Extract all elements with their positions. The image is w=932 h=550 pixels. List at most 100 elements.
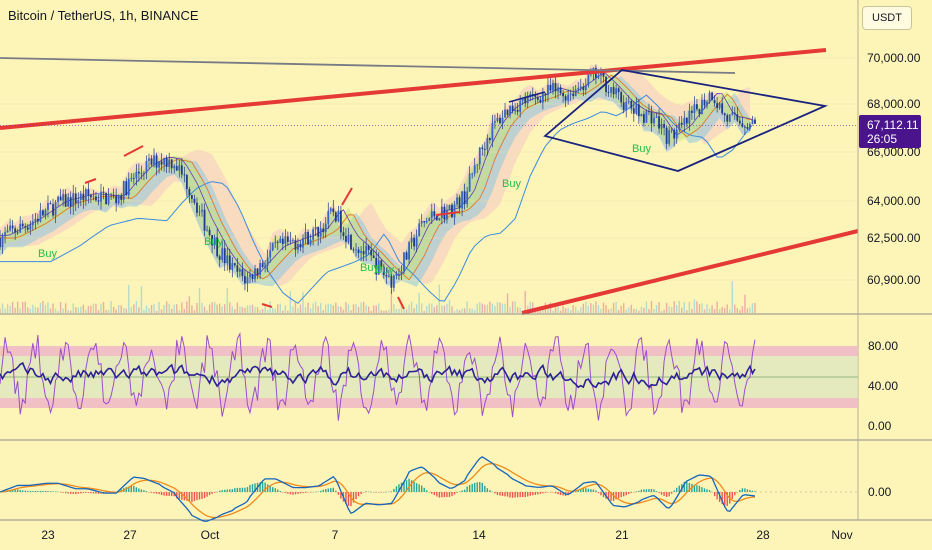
candle-body — [577, 87, 580, 90]
price-axis[interactable]: 70,000.00 68,000.00 66,000.00 64,000.00 62,5… — [867, 51, 921, 287]
macd-hist-bar — [299, 492, 302, 494]
volume-bar — [226, 288, 228, 313]
macd-hist-bar — [325, 489, 327, 492]
volume-bar — [504, 303, 506, 313]
macd-hist-bar — [580, 488, 582, 492]
macd-hist-bar — [251, 484, 254, 492]
macd-hist-bar — [678, 485, 680, 492]
volume-bar — [52, 303, 54, 313]
macd-hist-bar — [423, 487, 425, 492]
candle-body — [67, 197, 70, 207]
price-tick-label: 60,900.00 — [867, 273, 921, 287]
candle-body — [721, 103, 724, 114]
macd-hist-bar — [658, 492, 660, 494]
candle-body — [140, 173, 143, 175]
macd-hist-bar — [266, 484, 269, 492]
macd-hist-bar — [433, 492, 436, 495]
trendlines[interactable] — [0, 48, 859, 315]
candle-body — [501, 117, 504, 124]
macd-pane[interactable] — [0, 456, 858, 522]
candle-body — [660, 124, 663, 129]
candle-body — [64, 194, 67, 207]
macd-hist-bar — [413, 481, 415, 492]
currency-button[interactable]: USDT — [862, 6, 912, 30]
volume-bar — [438, 284, 441, 313]
candle-body — [602, 72, 605, 77]
volume-bar — [365, 305, 367, 313]
macd-hist-bar — [650, 488, 653, 492]
volume-bar — [201, 302, 203, 313]
volume-bar — [552, 310, 554, 313]
volume-bar — [130, 306, 133, 313]
macd-hist-bar — [90, 492, 92, 494]
volume-bar — [633, 308, 635, 313]
macd-hist-bar — [741, 488, 744, 492]
volume-bar — [645, 301, 648, 313]
macd-hist-bar — [39, 490, 42, 492]
macd-hist-bar — [150, 492, 153, 493]
macd-hist-bar — [668, 492, 670, 497]
volume-bar — [153, 304, 155, 313]
volume-bar — [499, 302, 501, 313]
candle-body — [34, 218, 37, 222]
volume-bar — [191, 305, 193, 313]
time-axis[interactable]: 23 27 Oct 7 14 21 28 Nov — [41, 528, 852, 542]
volume-bar — [658, 302, 660, 313]
volume-bar — [390, 289, 393, 313]
macd-hist-bar — [703, 488, 706, 492]
macd-hist-bar — [158, 492, 160, 495]
candle-body — [143, 173, 145, 174]
volume-bar — [90, 305, 92, 313]
volume-bar — [605, 305, 607, 313]
volume-bar — [443, 305, 446, 313]
buy-label: Buy — [38, 248, 57, 260]
candle-body — [74, 193, 77, 204]
candle-body — [355, 249, 357, 251]
candle-body — [236, 265, 239, 272]
volume-bar — [213, 301, 216, 313]
candle-body — [59, 196, 62, 201]
volume-bar — [11, 301, 14, 313]
macd-hist-bar — [612, 492, 615, 501]
candle-body — [423, 221, 426, 223]
candles[interactable] — [0, 64, 756, 294]
macd-hist-bar — [461, 490, 463, 492]
macd-hist-bar — [277, 489, 279, 492]
volume-bar — [514, 301, 516, 313]
trendline-resistance — [0, 48, 827, 130]
candle-body — [4, 232, 6, 237]
candle-body — [271, 242, 274, 251]
macd-hist-bar — [552, 492, 554, 493]
macd-hist-bar — [706, 489, 708, 492]
candle-body — [120, 195, 123, 200]
candle-body — [319, 228, 322, 237]
volume-bar — [107, 309, 110, 313]
volume-bar — [615, 301, 617, 313]
macd-hist-bar — [708, 490, 711, 492]
candle-body — [706, 101, 708, 106]
volume-bar — [655, 305, 658, 313]
macd-line — [0, 456, 756, 522]
candle-body — [251, 274, 254, 280]
macd-hist-bar — [249, 484, 251, 492]
volume-bar — [433, 307, 436, 313]
macd-hist-bar — [11, 489, 14, 492]
candle-body — [509, 105, 511, 115]
macd-hist-bar — [665, 492, 668, 498]
candle-body — [228, 255, 231, 270]
rsi-tick-label: 40.00 — [868, 379, 898, 393]
volume-bar — [431, 303, 433, 313]
price-tick-label: 68,000.00 — [867, 97, 921, 111]
volume-bar — [723, 307, 726, 313]
candle-body — [741, 123, 744, 127]
macd-hist-bar — [145, 491, 148, 492]
candle-body — [102, 191, 105, 193]
buy-label: Buy — [375, 264, 394, 276]
candle-body — [463, 191, 466, 205]
macd-hist-bar — [746, 489, 749, 492]
macd-hist-bar — [34, 490, 37, 492]
rsi-pane[interactable] — [0, 332, 858, 421]
macd-hist-bar — [554, 492, 557, 494]
candle-body — [6, 230, 9, 233]
